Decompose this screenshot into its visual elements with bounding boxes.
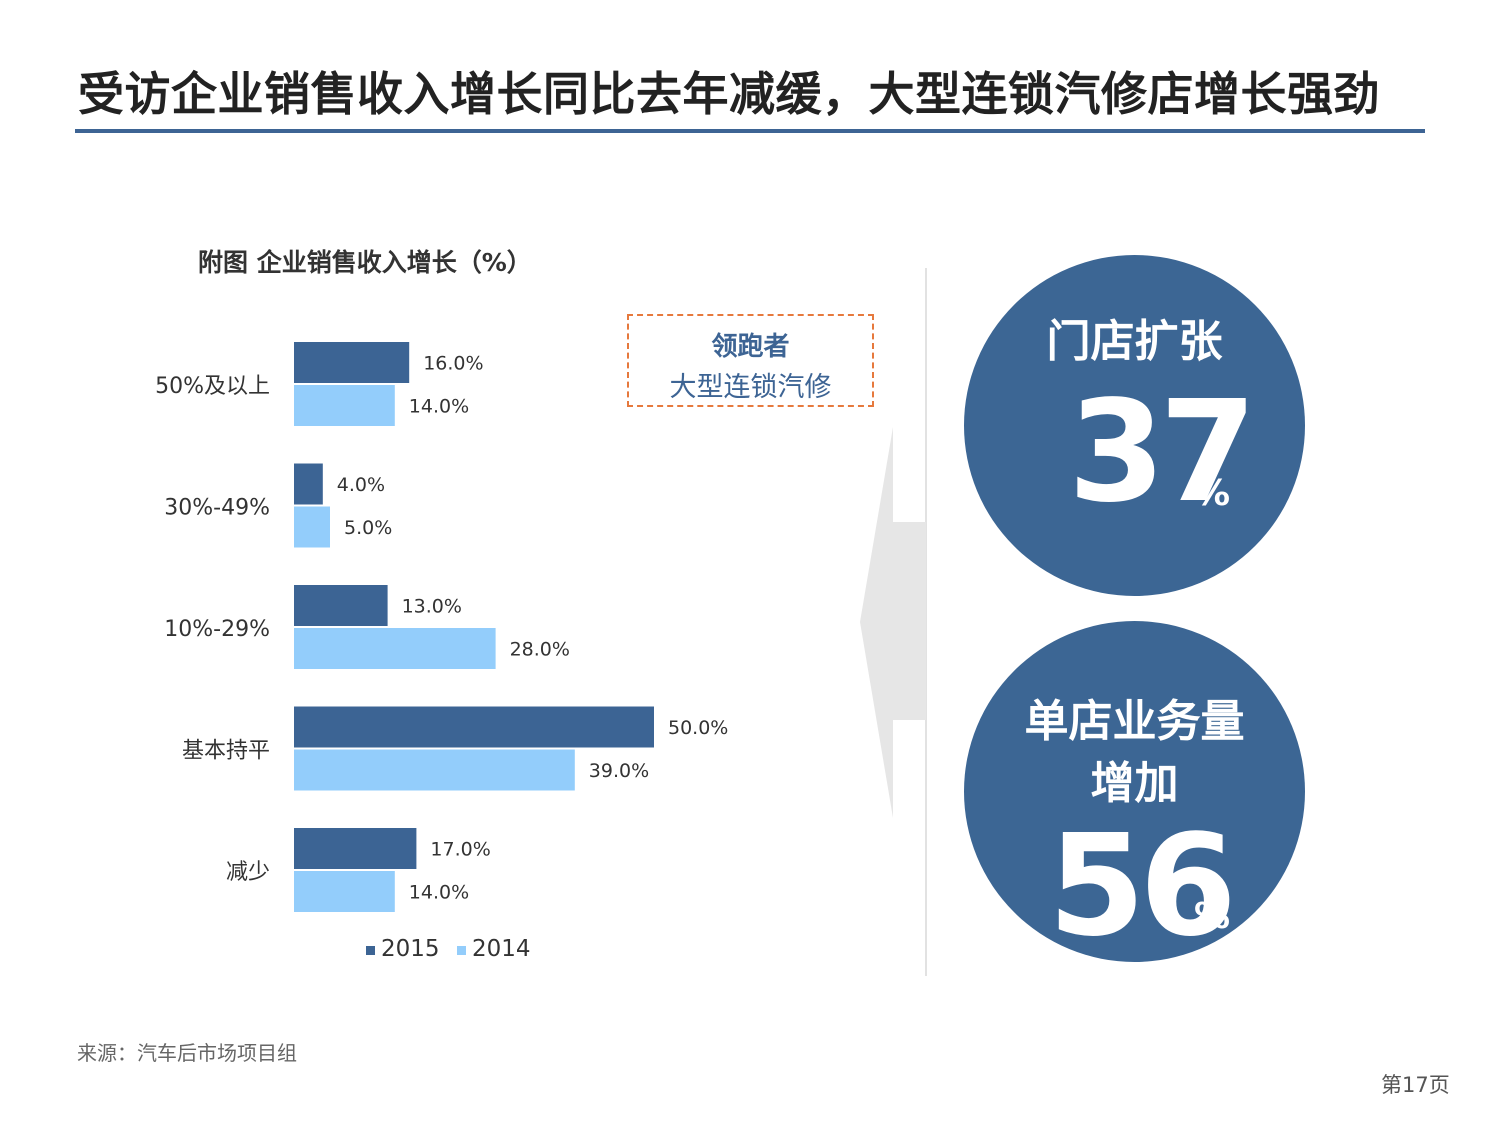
callout-subtitle: 大型连锁汽修 [669, 372, 832, 403]
page-title: 受访企业销售收入增长同比去年减缓，大型连锁汽修店增长强劲 [78, 67, 1380, 121]
data-label: 17.0% [430, 839, 490, 861]
bar-2014 [294, 749, 575, 791]
category-label: 10%-29% [164, 617, 270, 642]
data-label: 28.0% [510, 639, 570, 661]
store-expansion-unit: % [1194, 473, 1231, 514]
bar-2015 [294, 342, 410, 383]
data-label: 5.0% [344, 517, 392, 539]
bar-2014 [294, 871, 395, 912]
bar-2014 [294, 385, 395, 426]
chart-title: 附图 企业销售收入增长（%） [198, 248, 532, 277]
legend-swatch [366, 946, 375, 955]
callout-title: 领跑者 [711, 332, 790, 362]
legend-swatch [457, 946, 466, 955]
title-underline [75, 129, 1425, 133]
category-label: 30%-49% [164, 496, 270, 521]
bar-2014 [294, 628, 496, 669]
business-volume-label-line1: 单店业务量 [1024, 696, 1245, 747]
business-volume-unit: % [1194, 896, 1231, 937]
bar-2014 [294, 506, 330, 548]
store-expansion-value: 37 [1068, 371, 1257, 534]
source-note: 来源：汽车后市场项目组 [77, 1041, 297, 1065]
leader-callout: 领跑者 大型连锁汽修 [627, 314, 874, 407]
store-expansion-circle: 门店扩张 37 % [964, 255, 1305, 596]
data-label: 16.0% [423, 353, 483, 375]
bar-2015 [294, 828, 417, 869]
bar-2015 [294, 585, 388, 626]
data-label: 14.0% [409, 396, 469, 418]
business-volume-value: 56 [1048, 805, 1237, 968]
category-label: 50%及以上 [155, 374, 270, 399]
left-arrow-icon [860, 427, 926, 818]
business-volume-label-line2: 增加 [1090, 758, 1179, 809]
data-label: 50.0% [668, 717, 728, 739]
bar-2015 [294, 706, 654, 748]
category-label: 基本持平 [182, 739, 270, 764]
page-number: 第17页 [1381, 1073, 1450, 1097]
data-label: 14.0% [409, 882, 469, 904]
data-label: 39.0% [589, 760, 649, 782]
data-label: 4.0% [337, 474, 385, 496]
legend-label: 2015 [381, 936, 440, 962]
store-expansion-label: 门店扩张 [1046, 316, 1223, 367]
category-label: 减少 [226, 860, 270, 885]
legend-label: 2014 [472, 936, 531, 962]
business-volume-circle: 单店业务量 增加 56 % [964, 621, 1305, 962]
bar-2015 [294, 463, 323, 505]
data-label: 13.0% [402, 596, 462, 618]
bar-chart: 50%及以上 16.0% 14.0% 30%-49% 4.0% 5.0% 10%-29% 13… [155, 342, 728, 962]
